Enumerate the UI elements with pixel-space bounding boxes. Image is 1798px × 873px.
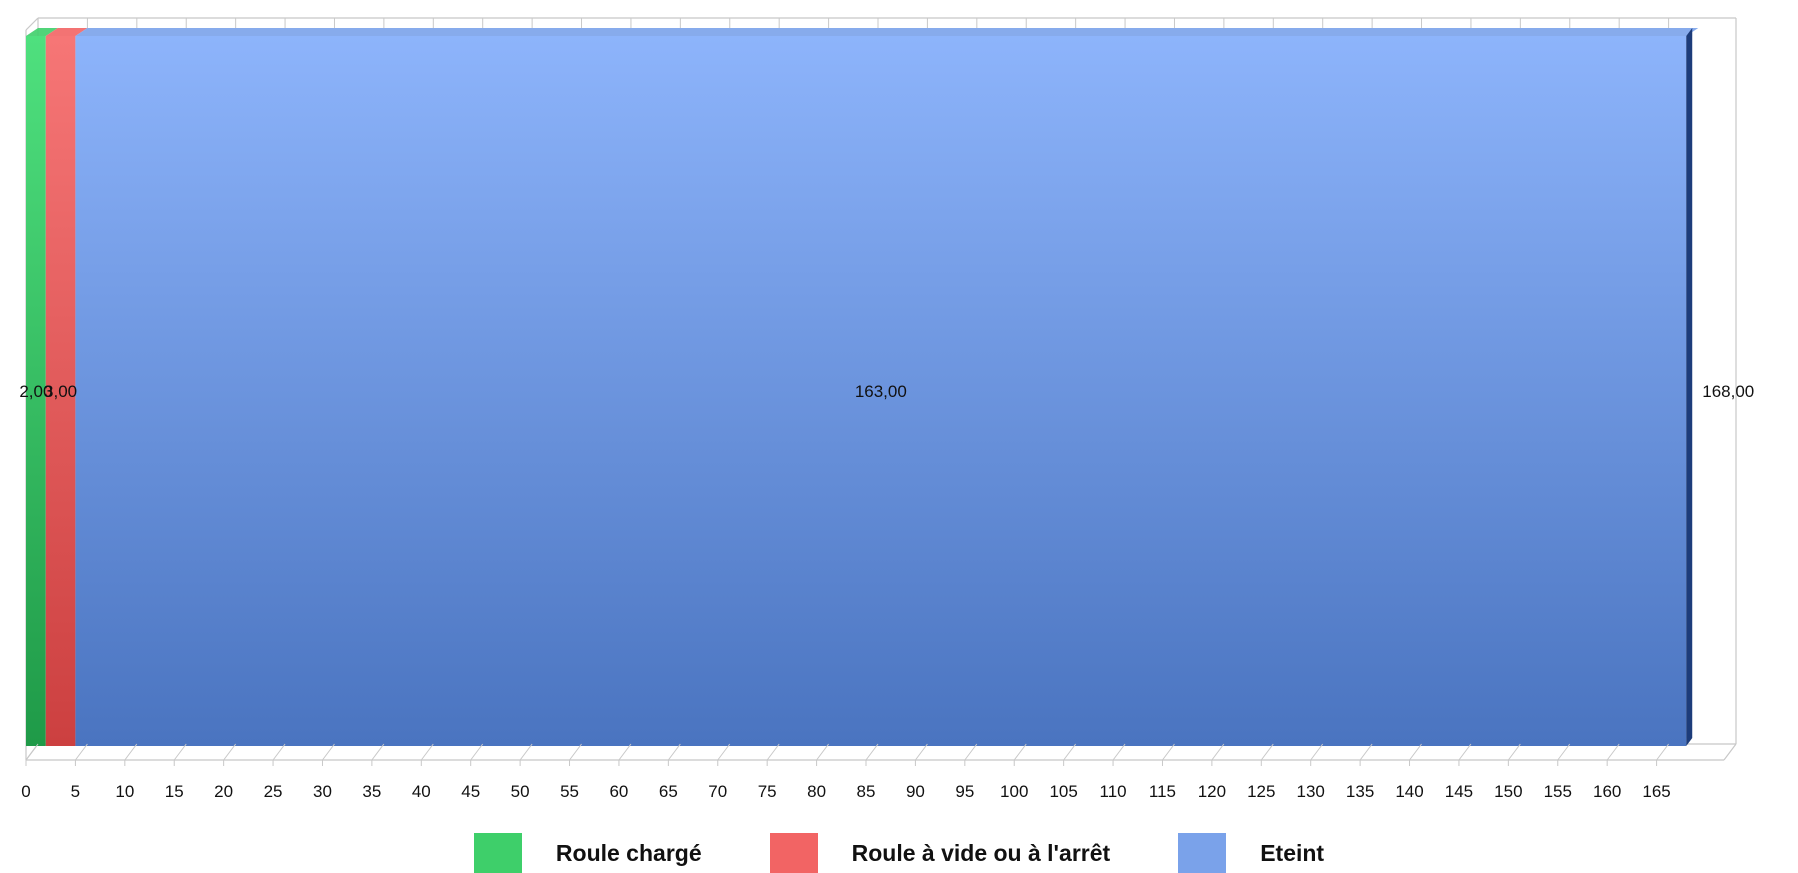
x-tick-label: 65 <box>659 782 678 801</box>
bars <box>26 28 1699 746</box>
data-label-series-1: 2,00 <box>19 382 52 401</box>
data-labels: 2,003,00 163,00 168,00 <box>19 382 1754 401</box>
x-tick-label: 25 <box>264 782 283 801</box>
x-tick-label: 140 <box>1395 782 1423 801</box>
floor-tick-mark <box>272 743 286 761</box>
x-tick-label: 85 <box>857 782 876 801</box>
x-tick-label: 95 <box>955 782 974 801</box>
floor-tick-mark <box>1606 743 1620 761</box>
x-tick-label: 110 <box>1100 782 1127 801</box>
bar-series-2 <box>45 36 76 746</box>
floor-tick-mark <box>667 743 681 761</box>
bar-series-1 <box>26 36 46 746</box>
floor-tick-mark <box>519 743 533 761</box>
x-axis-ticks: 0 5 10 15 20 25 30 35 40 45 50 55 60 65 70 75 80 85 90 95 10… <box>21 18 1671 801</box>
x-tick-label: 35 <box>362 782 381 801</box>
x-tick-label: 105 <box>1049 782 1077 801</box>
x-tick-label: 160 <box>1593 782 1621 801</box>
floor-tick-mark <box>1507 743 1521 761</box>
legend-item-roule-charge: Roule chargé <box>473 833 702 873</box>
x-tick-label: 75 <box>758 782 777 801</box>
x-tick-label: 135 <box>1346 782 1374 801</box>
x-tick-label: 15 <box>165 782 184 801</box>
x-tick-label: 40 <box>412 782 431 801</box>
data-label-series-2: 3,00 <box>44 382 77 401</box>
data-label-series-3: 163,00 <box>855 382 907 401</box>
floor-tick-mark <box>470 743 484 761</box>
bar-top-face-series-3 <box>75 28 1699 36</box>
x-tick-label: 20 <box>214 782 233 801</box>
x-tick-label: 165 <box>1642 782 1670 801</box>
legend-swatch-roule-a-vide <box>769 833 818 873</box>
floor-tick-mark <box>371 743 385 761</box>
floor-tick-mark <box>964 743 978 761</box>
stacked-bar-chart: 2,003,00 163,00 168,00 0 5 10 15 20 25 30 35 40 45 5… <box>19 17 1754 801</box>
floor-tick-mark <box>569 743 582 761</box>
x-tick-label: 150 <box>1494 782 1522 801</box>
x-tick-label: 10 <box>115 782 134 801</box>
x-tick-label: 55 <box>560 782 579 801</box>
legend: Roule chargé Roule à vide ou à l'arrêt E… <box>0 833 1798 873</box>
floor-tick-mark <box>25 743 39 761</box>
x-tick-label: 70 <box>708 782 727 801</box>
floor-tick-mark <box>1458 743 1472 761</box>
x-tick-label: 60 <box>609 782 628 801</box>
x-tick-label: 100 <box>1000 782 1028 801</box>
floor-tick-mark <box>1409 743 1422 761</box>
floor-tick-mark <box>1211 743 1225 761</box>
floor-tick-mark <box>618 743 632 761</box>
floor-tick-mark <box>1112 743 1126 761</box>
bar-series-3 <box>75 36 1687 746</box>
floor-tick-mark <box>816 743 829 761</box>
x-tick-label: 155 <box>1544 782 1572 801</box>
frame-top-left-depth <box>25 17 39 31</box>
floor-tick-mark <box>1359 743 1373 761</box>
floor-tick-mark <box>173 743 187 761</box>
x-tick-label: 115 <box>1149 782 1176 801</box>
legend-item-roule-a-vide: Roule à vide ou à l'arrêt <box>769 833 1111 873</box>
legend-item-eteint: Eteint <box>1178 833 1324 873</box>
legend-label-eteint: Eteint <box>1260 839 1325 866</box>
floor-tick-mark <box>124 743 138 761</box>
legend-swatch-roule-charge <box>473 833 522 873</box>
x-tick-label: 90 <box>906 782 925 801</box>
legend-label-roule-a-vide: Roule à vide ou à l'arrêt <box>851 839 1111 866</box>
floor-tick-mark <box>1557 743 1571 761</box>
bar-side-face-series-3 <box>1686 28 1693 746</box>
x-tick-label: 145 <box>1445 782 1473 801</box>
floor-tick-mark <box>322 743 335 761</box>
x-tick-label: 80 <box>807 782 826 801</box>
data-label-total: 168,00 <box>1702 382 1754 401</box>
bar-top-face-series-2 <box>45 28 88 36</box>
floor-tick-mark <box>223 743 237 761</box>
x-tick-label: 120 <box>1198 782 1226 801</box>
x-tick-label: 45 <box>461 782 480 801</box>
floor-tick-mark <box>717 743 731 761</box>
floor-tick-mark <box>1310 743 1324 761</box>
floor-tick-mark <box>766 743 780 761</box>
x-tick-label: 50 <box>511 782 530 801</box>
floor-tick-mark <box>1656 743 1669 761</box>
x-tick-label: 130 <box>1297 782 1325 801</box>
x-tick-label: 30 <box>313 782 332 801</box>
legend-swatch-eteint <box>1178 833 1227 873</box>
legend-label-roule-charge: Roule chargé <box>555 839 702 866</box>
frame-floor-right-depth <box>1723 743 1737 761</box>
floor-tick-mark <box>865 743 879 761</box>
floor-tick-mark <box>1260 743 1274 761</box>
floor-tick-mark <box>1162 743 1175 761</box>
bar-top-face-series-1 <box>26 28 58 36</box>
x-tick-label: 5 <box>71 782 80 801</box>
floor-tick-mark <box>420 743 434 761</box>
floor-tick-mark <box>915 743 928 761</box>
x-tick-label: 0 <box>21 782 30 801</box>
floor-tick-mark <box>1063 743 1077 761</box>
x-tick-label: 125 <box>1247 782 1275 801</box>
floor-tick-mark <box>1013 743 1027 761</box>
floor-tick-mark <box>75 743 88 761</box>
